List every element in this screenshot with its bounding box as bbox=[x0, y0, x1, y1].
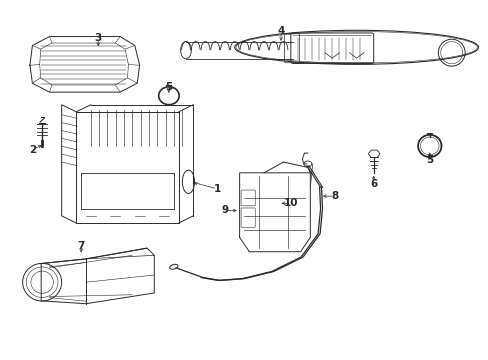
Text: 4: 4 bbox=[277, 26, 284, 36]
Text: 5: 5 bbox=[165, 82, 172, 92]
Text: 9: 9 bbox=[221, 206, 228, 216]
Text: 2: 2 bbox=[29, 144, 36, 154]
Text: 6: 6 bbox=[369, 179, 377, 189]
Text: 8: 8 bbox=[330, 191, 338, 201]
Text: 3: 3 bbox=[94, 33, 102, 43]
Text: 1: 1 bbox=[214, 184, 221, 194]
Text: 10: 10 bbox=[283, 198, 298, 208]
Text: 5: 5 bbox=[426, 155, 432, 165]
Text: 7: 7 bbox=[77, 241, 84, 251]
